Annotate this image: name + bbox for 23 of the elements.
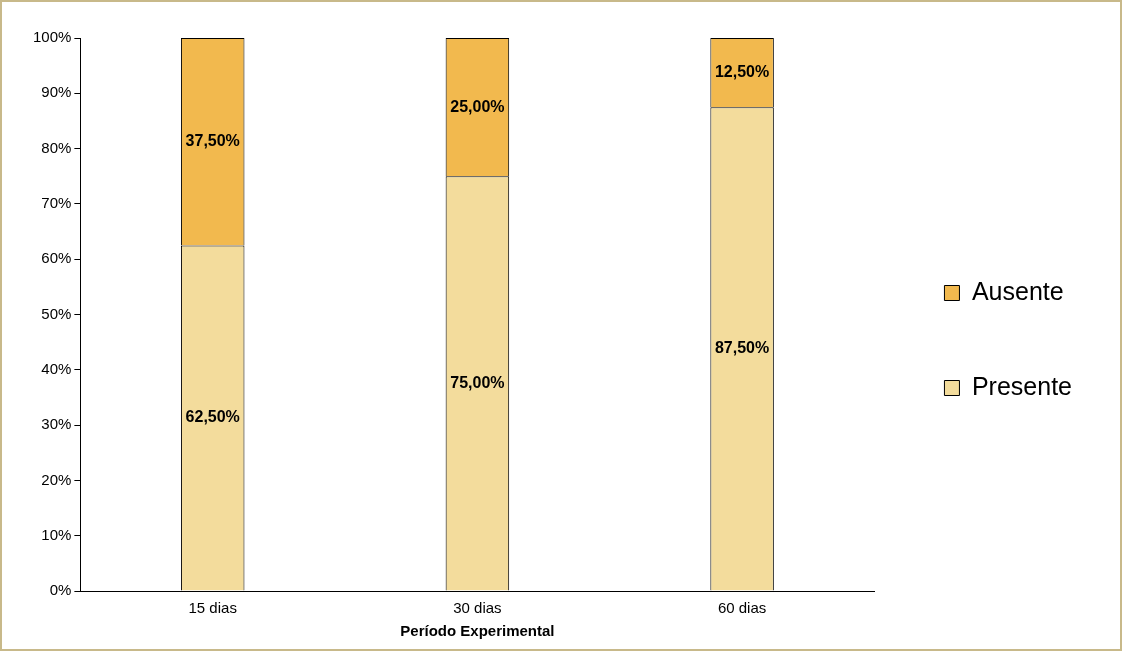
y-tick-label: 60% (41, 249, 72, 267)
y-tick-label: 80% (41, 138, 72, 156)
y-tick-label: 90% (41, 83, 72, 101)
y-tick-label: 20% (41, 470, 72, 488)
y-tick-label: 40% (41, 359, 72, 377)
data-label: 25,00% (450, 97, 505, 115)
legend-label: Presente (971, 371, 1072, 400)
y-tick-label: 10% (41, 525, 72, 543)
data-label: 12,50% (714, 62, 770, 80)
y-tick-label: 50% (41, 304, 72, 322)
data-label: 87,50% (714, 339, 770, 357)
data-label: 75,00% (450, 373, 505, 391)
data-label: 37,50% (185, 132, 240, 150)
data-label: 62,50% (185, 408, 240, 426)
x-tick-label: 30 dias (453, 599, 502, 617)
x-tick-label: 60 dias (717, 599, 767, 617)
y-tick-label: 100% (32, 28, 72, 46)
y-tick-label: 30% (41, 415, 72, 433)
x-tick-label: 15 dias (188, 599, 237, 617)
y-tick-label: 70% (41, 194, 72, 212)
legend-label: Ausente (971, 276, 1064, 305)
y-tick-label: 0% (49, 581, 72, 599)
x-axis-title: Período Experimental (400, 622, 555, 640)
